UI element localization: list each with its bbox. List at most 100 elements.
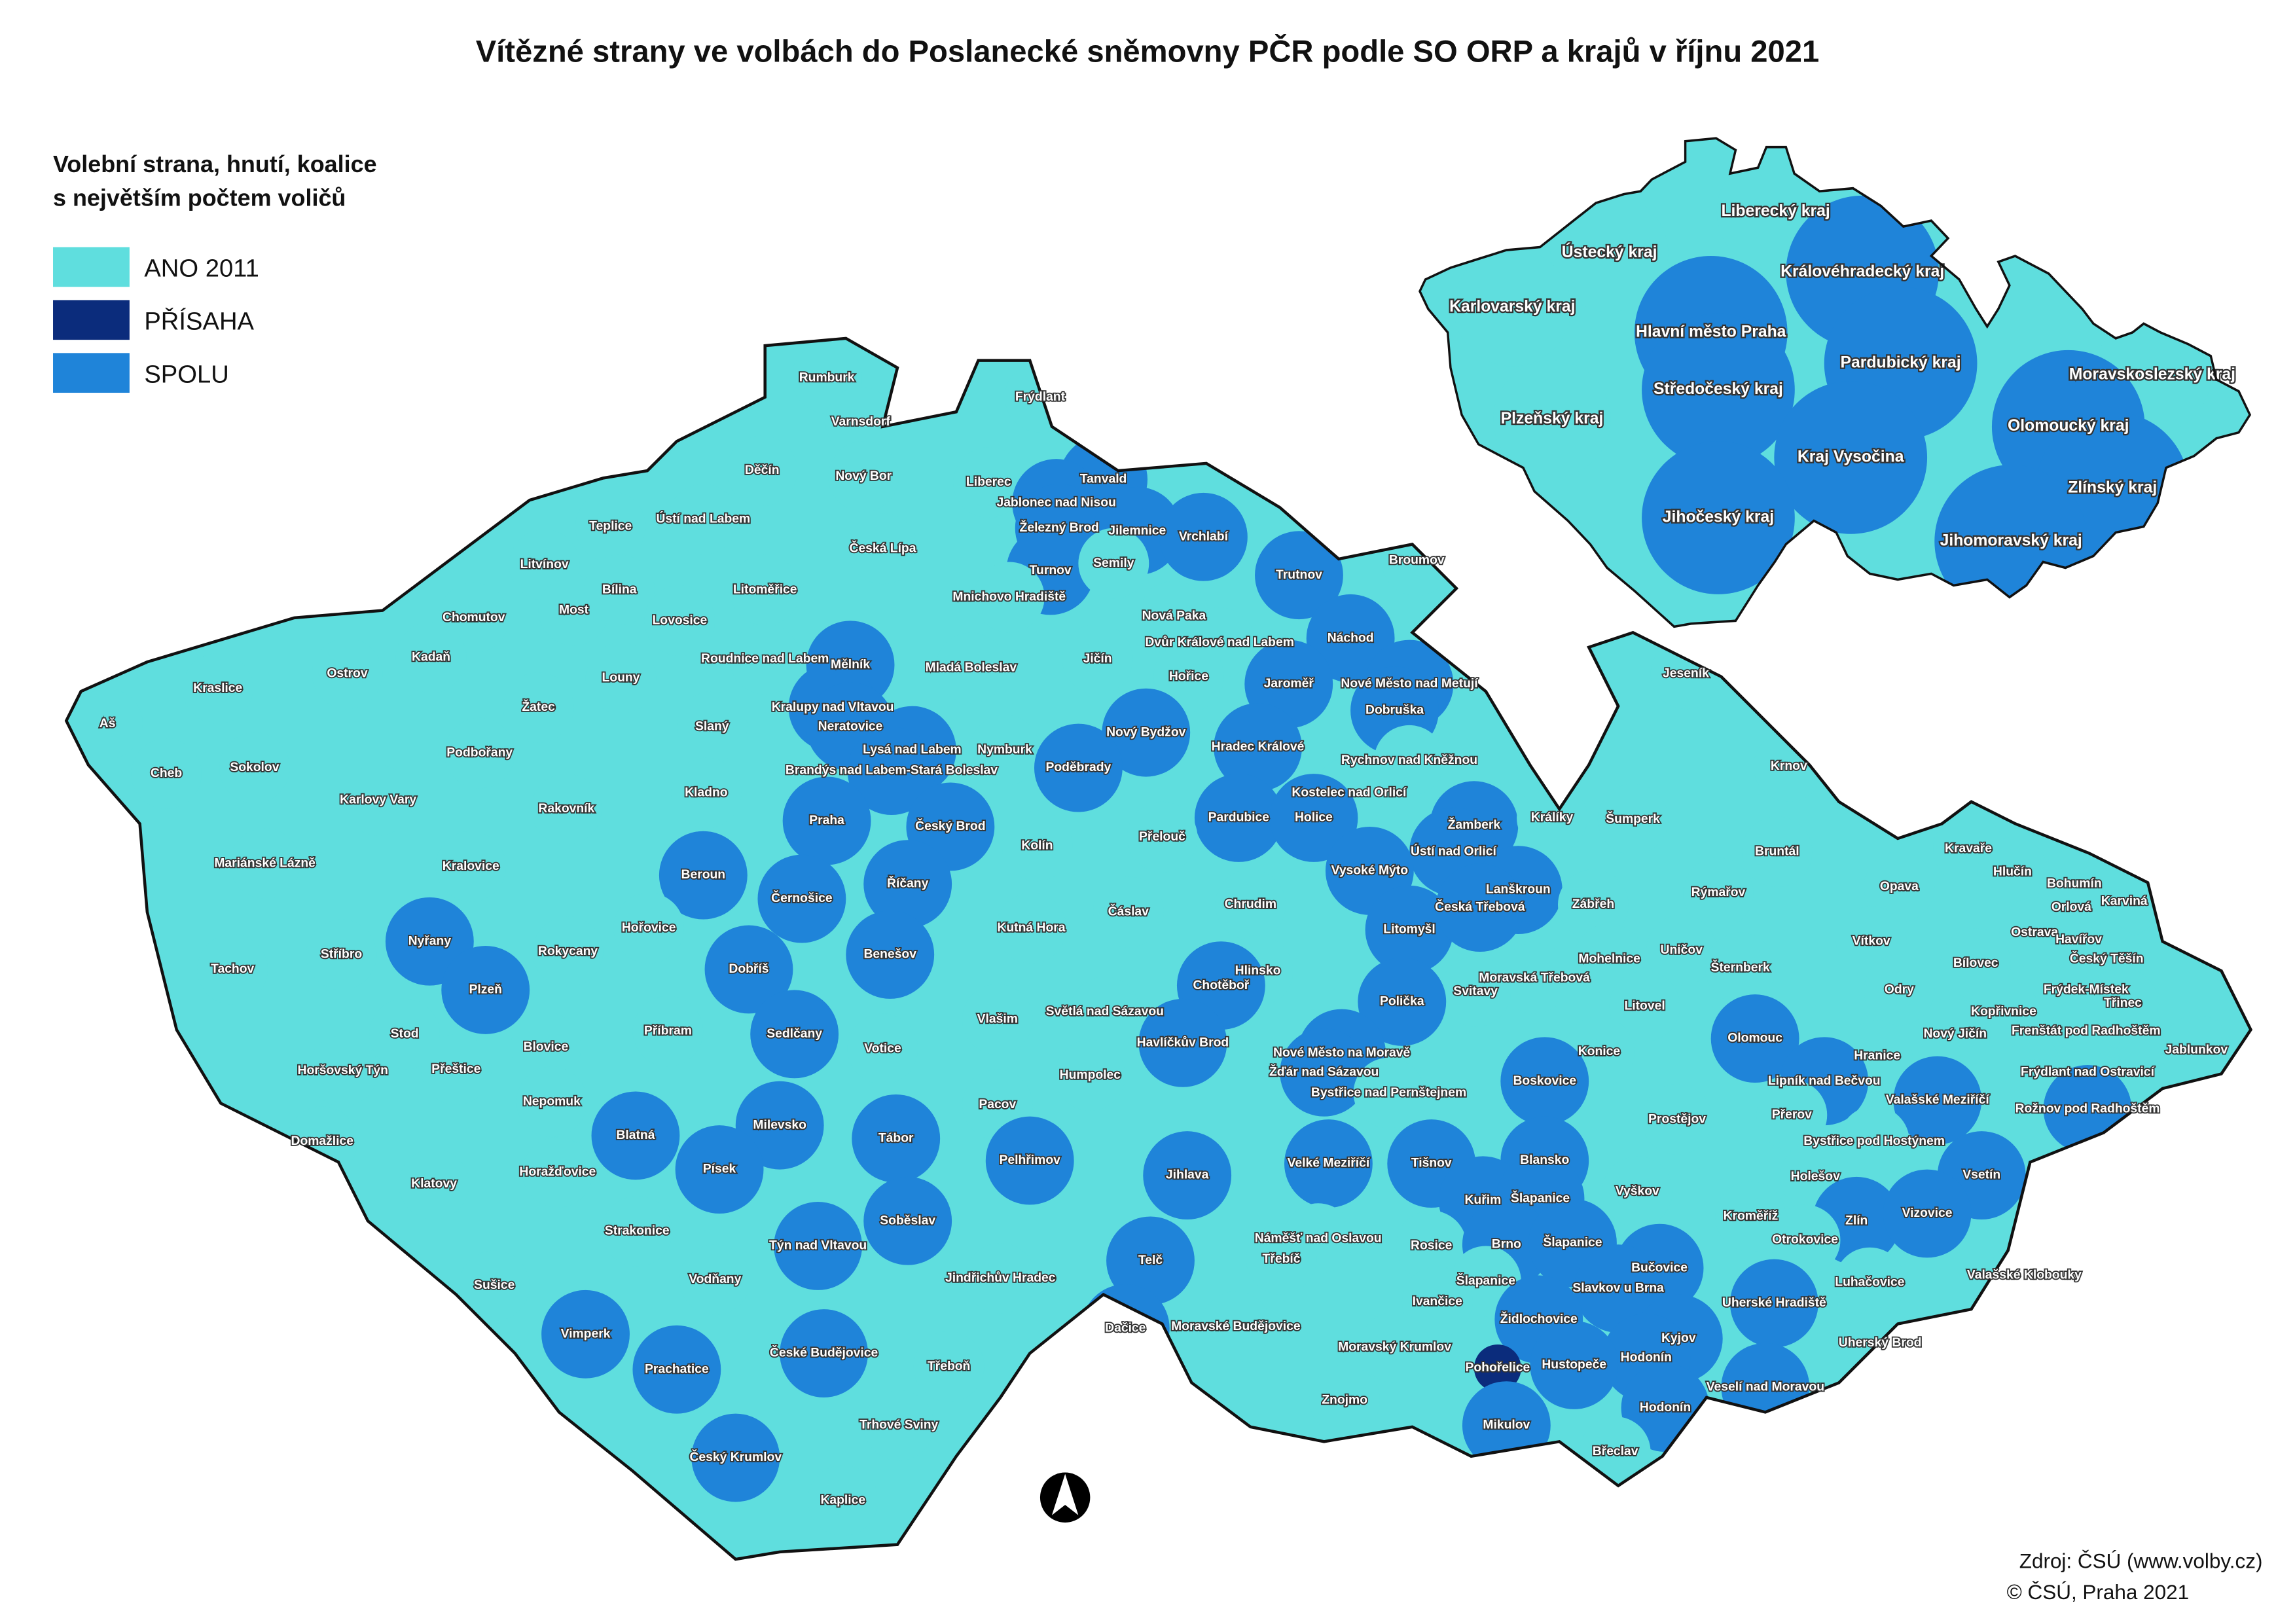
district-label: Strakonice [605,1224,670,1238]
district-area [1864,954,1935,1026]
district-label: Moravský Krumlov [1338,1341,1451,1354]
district-area [1530,1321,1619,1409]
district-label: Slaný [695,719,729,733]
district-area [644,585,715,657]
district-area [532,916,604,987]
district-label: Horažďovice [519,1165,596,1179]
district-area [1002,810,1073,882]
district-label: Česká Lípa [849,539,916,555]
district-label: Karlovy Vary [340,793,416,807]
district-area [846,911,935,999]
district-area [395,622,467,693]
district-label: Nepomuk [523,1094,581,1108]
district-area [852,1094,941,1183]
district-area [1309,1365,1381,1436]
district-label: Milevsko [753,1118,806,1132]
main-map [64,336,2253,1561]
district-area [913,1331,985,1402]
district-label: Lysá nad Labem [863,743,962,757]
district-area [1069,977,1140,1048]
district-label: Praha [809,814,844,827]
region-label: Karlovarský kraj [1449,298,1575,316]
district-label: Dvůr Králové nad Labem [1145,635,1294,649]
district-label: Hořovice [622,921,676,935]
district-label: Sušice [474,1278,515,1292]
district-label: Kyjov [1661,1331,1696,1345]
district-areas [72,342,2232,1536]
legend: ANO 2011 PŘÍSAHA SPOLU [53,247,259,393]
district-label: Rakovník [538,802,594,816]
district-label: Blatná [616,1128,655,1142]
source: Zdroj: ČSÚ (www.volby.cz) [2019,1550,2263,1573]
region-label: Ústecký kraj [1562,243,1657,261]
district-label: Havířov [2055,933,2102,947]
district-label: Dobříš [729,962,768,976]
district-area [996,893,1067,964]
district-area [1977,837,2048,908]
region-label: Královéhradecký kraj [1780,262,1944,280]
district-label: Říčany [887,875,929,891]
region-label: Kraj Vysočina [1798,448,1904,465]
district-area [1280,1028,1369,1117]
district-area [780,1309,869,1398]
district-area [1642,1084,1712,1155]
district-label: Telč [1138,1254,1163,1267]
district-label: Náchod [1328,631,1374,645]
district-label: Bílina [602,583,637,596]
district-label: Jablonec nad Nisou [996,496,1115,510]
district-label: Přerov [1772,1108,1812,1122]
district-area [1055,1039,1126,1111]
district-label: Česká Třebová [1435,899,1525,914]
district-label: Týn nad Vltavou [769,1239,867,1253]
district-label: Mikulov [1483,1418,1530,1432]
legend-title: Volební strana, hnutí, koalice [53,151,377,177]
district-area [131,738,202,810]
district-label: Břeclav [1593,1445,1638,1458]
district-area [1683,857,1754,929]
district-label: Slavkov u Brna [1572,1282,1664,1295]
district-label: Dačice [1105,1321,1146,1335]
district-area [1500,1037,1589,1126]
district-label: Rožnov pod Radhoštěm [2015,1102,2159,1116]
district-label: Humpolec [1060,1068,1121,1082]
district-area [1358,957,1447,1046]
region-label: Pardubický kraj [1841,354,1961,372]
district-label: Aš [99,717,116,731]
district-label: Jaroměř [1264,677,1314,691]
district-area [441,946,530,1034]
district-label: Prachatice [645,1362,709,1376]
district-label: Varnsdorf [831,415,891,429]
district-area [1093,876,1164,948]
district-label: Mohelnice [1578,952,1640,965]
district-label: Žamberk [1448,816,1501,832]
district-label: Benešov [863,948,916,962]
district-label: Chomutov [443,611,505,624]
district-area [847,1013,918,1085]
district-label: Teplice [589,520,632,533]
district-label: Černošice [771,890,833,905]
region-label: Zlínský kraj [2068,479,2157,497]
region-label: Moravskoslezský kraj [2069,366,2235,384]
district-area [602,1196,673,1267]
district-label: Kraslice [193,681,242,695]
district-area [1710,994,1799,1083]
district-area [782,776,871,865]
district-label: Karviná [2101,895,2148,909]
district-label: Valašské Meziříčí [1886,1093,1989,1107]
district-label: Nový Bydžov [1106,725,1186,739]
legend-swatch [53,353,130,393]
district-label: Šternberk [1711,959,1770,975]
district-label: Kolín [1021,839,1053,852]
district-label: Frýdek-Místek [2044,983,2129,997]
district-label: Čáslav [1108,903,1149,918]
district-area [1769,1204,1841,1276]
district-area [729,623,801,695]
district-area [1246,1223,1317,1295]
district-area [727,435,798,507]
district-label: Jihlava [1166,1168,1209,1182]
district-label: Bruntál [1755,844,1799,858]
district-label: Kralupy nad Vltavou [772,700,894,714]
legend-label: SPOLU [144,360,228,388]
district-label: Ústí nad Labem [656,510,750,526]
